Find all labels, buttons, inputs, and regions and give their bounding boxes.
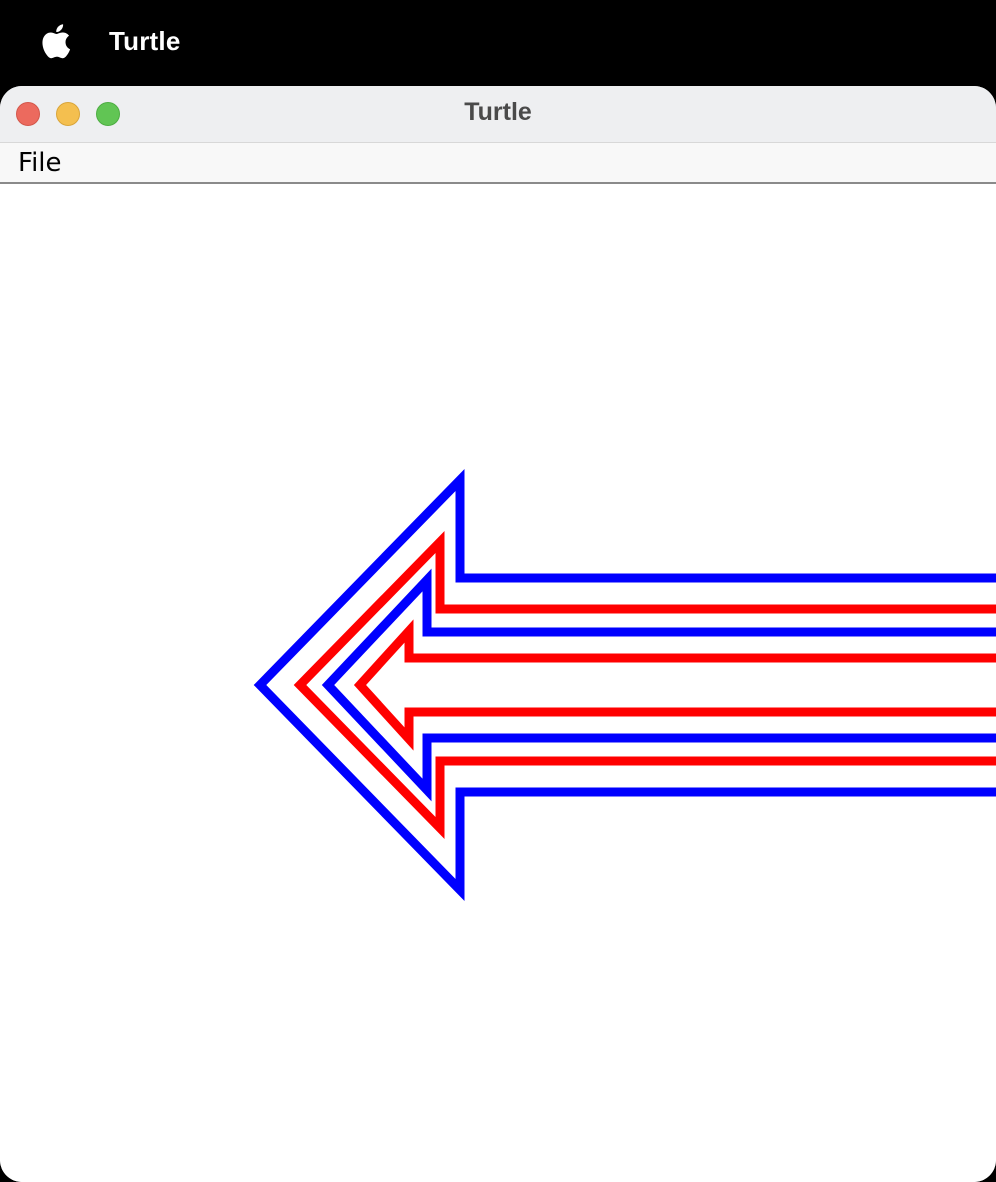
app-name[interactable]: Turtle [109,26,181,56]
outer-arrow-path [253,468,996,902]
turtle-canvas [0,185,996,1182]
third-arrow-path [321,568,996,802]
system-menu-bar: Turtle [0,0,996,86]
title-bar[interactable]: Turtle [0,86,996,143]
drawing-surface [253,468,996,902]
close-button[interactable] [16,102,40,126]
minimize-button[interactable] [56,102,80,126]
apple-logo-icon[interactable] [38,22,72,60]
inner-arrow-path [353,619,996,751]
menu-file[interactable]: File [18,148,62,178]
second-arrow-path [293,530,996,840]
maximize-button[interactable] [96,102,120,126]
turtle-window: Turtle File [0,86,996,1182]
window-title: Turtle [464,98,532,126]
app-menu-bar: File [0,143,996,184]
